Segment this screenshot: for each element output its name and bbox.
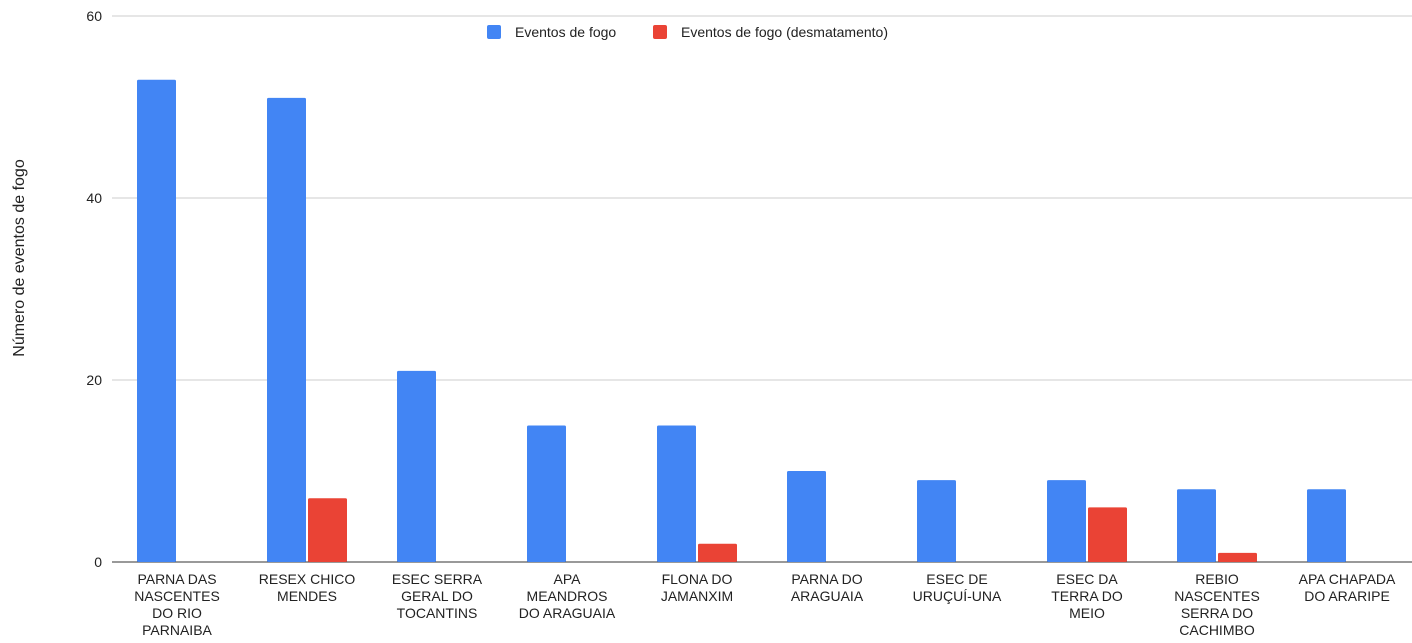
x-category-label: REBIO NASCENTES SERRA DO CACHIMBO [1174,571,1260,638]
x-category-label-line: CACHIMBO [1179,622,1255,638]
x-category-label-line: APA CHAPADA [1299,571,1396,587]
x-category-label-line: MEIO [1069,605,1105,621]
x-category-label-line: FLONA DO [662,571,733,587]
y-axis-title: Número de eventos de fogo [11,159,28,357]
legend-label: Eventos de fogo [515,24,616,40]
x-category-label: PARNA DO ARAGUAIA [791,571,864,604]
x-category-label-line: REBIO [1195,571,1239,587]
y-tick-label: 60 [86,8,102,24]
x-category-label-line: APA [554,571,582,587]
bars [137,79,1346,563]
x-category-label: ESEC DE URUÇUÍ-UNA [913,571,1002,604]
x-category-label-line: TOCANTINS [397,605,478,621]
bar-eventos-de-fogo-3 [397,370,436,562]
bar-eventos-de-fogo-8 [1047,480,1086,562]
x-category-label-line: NASCENTES [134,588,220,604]
x-category-label-line: SERRA DO [1181,605,1253,621]
bar-eventos-de-fogo-desmatamento-9 [1218,552,1257,562]
y-tick-label: 0 [94,554,102,570]
x-category-label: ESEC SERRA GERAL DO TOCANTINS [392,571,483,621]
x-category-label: RESEX CHICO MENDES [259,571,356,604]
bar-eventos-de-fogo-2 [267,97,306,563]
bar-eventos-de-fogo-5 [657,425,696,562]
bar-eventos-de-fogo-desmatamento-5 [698,543,737,562]
bar-eventos-de-fogo-6 [787,471,826,562]
x-category-label-line: DO RIO [152,605,202,621]
x-category-label-line: DO ARAGUAIA [519,605,616,621]
x-category-label-line: JAMANXIM [661,588,733,604]
x-category-label-line: URUÇUÍ-UNA [913,588,1002,604]
bar-eventos-de-fogo-7 [917,480,956,562]
x-category-label-line: ARAGUAIA [791,588,864,604]
legend-swatch [653,25,667,39]
x-category-label-line: ESEC SERRA [392,571,483,587]
legend: Eventos de fogo Eventos de fogo (desmatam… [487,24,888,40]
y-axis-ticks: 0 20 40 60 [86,8,102,570]
x-category-label-line: RESEX CHICO [259,571,356,587]
x-category-label: ESEC DA TERRA DO MEIO [1051,571,1123,621]
x-category-label-line: TERRA DO [1051,588,1123,604]
bar-eventos-de-fogo-4 [527,425,566,562]
legend-label: Eventos de fogo (desmatamento) [681,24,888,40]
legend-swatch [487,25,501,39]
x-category-label-line: DO ARARIPE [1304,588,1390,604]
x-category-label-line: PARNA DO [791,571,862,587]
gridlines [112,15,1412,563]
x-category-label-line: PARNA DAS [137,571,216,587]
x-category-label-line: GERAL DO [401,588,473,604]
x-category-label: FLONA DO JAMANXIM [661,571,733,604]
y-tick-label: 20 [86,372,102,388]
bar-eventos-de-fogo-1 [137,79,176,562]
y-tick-label: 40 [86,190,102,206]
x-category-label-line: ESEC DA [1056,571,1118,587]
x-category-label: APA CHAPADA DO ARARIPE [1299,571,1396,604]
x-category-label-line: ESEC DE [926,571,987,587]
x-category-label-line: MENDES [277,588,337,604]
x-category-label: APA MEANDROS DO ARAGUAIA [519,571,616,621]
x-category-label-line: PARNAIBA [142,622,212,638]
x-category-label-line: NASCENTES [1174,588,1260,604]
bar-eventos-de-fogo-desmatamento-8 [1088,507,1127,562]
x-category-label-line: MEANDROS [527,588,608,604]
bar-eventos-de-fogo-9 [1177,489,1216,562]
bar-eventos-de-fogo-desmatamento-2 [308,498,347,562]
x-category-label: PARNA DAS NASCENTES DO RIO PARNAIBA [134,571,220,638]
bar-eventos-de-fogo-10 [1307,489,1346,562]
